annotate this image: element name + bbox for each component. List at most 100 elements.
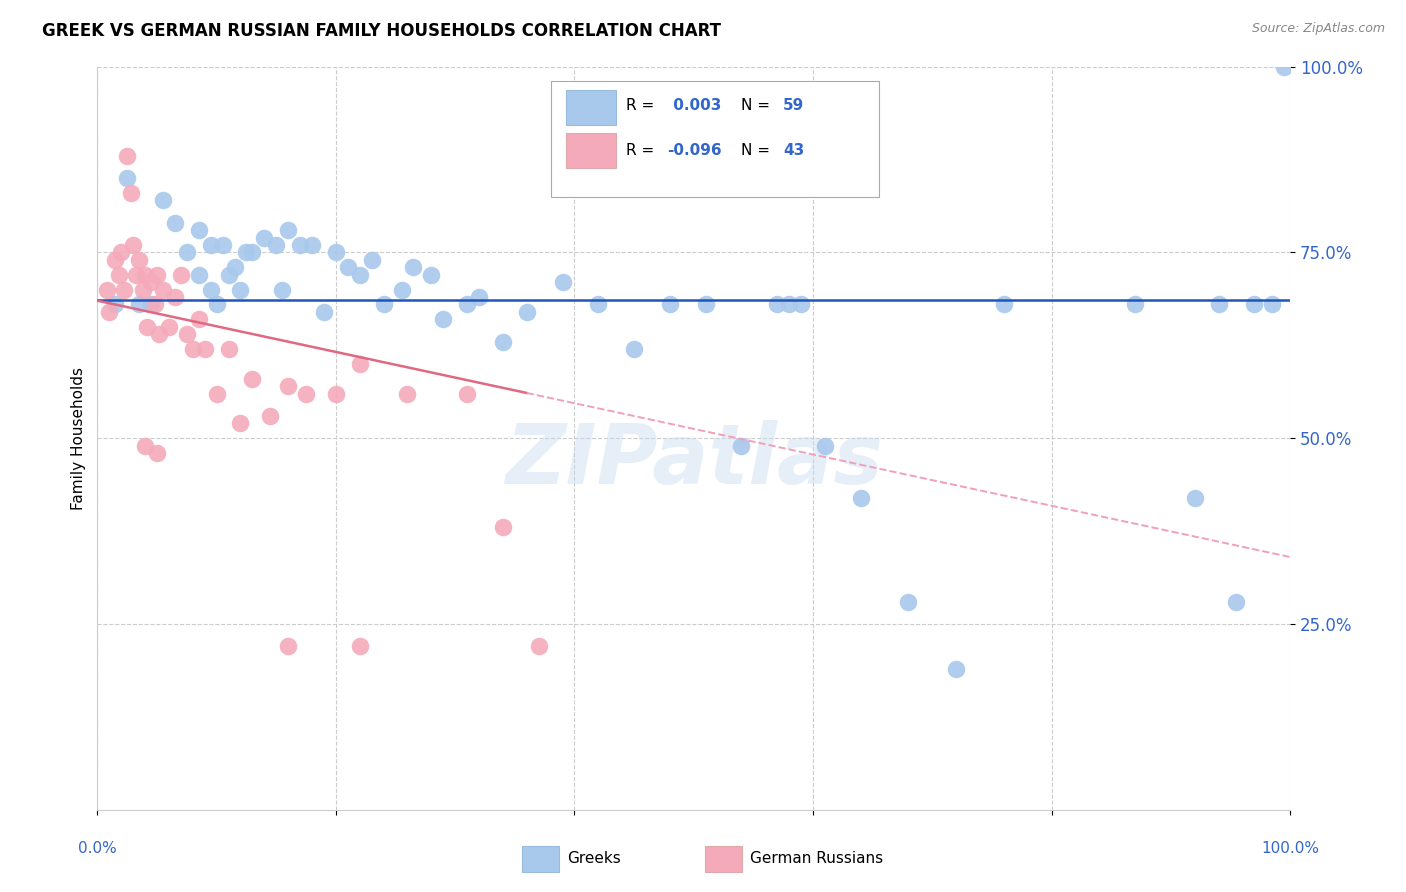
Point: [301, 238, 323, 252]
Point: [139, 275, 162, 289]
Point: [516, 305, 538, 319]
Text: N =: N =: [741, 143, 775, 158]
Point: [143, 297, 166, 311]
Point: [814, 439, 837, 453]
Point: [271, 283, 294, 297]
Point: [146, 446, 169, 460]
Text: ZIPatlas: ZIPatlas: [505, 420, 883, 501]
FancyBboxPatch shape: [567, 134, 616, 169]
Point: [527, 639, 550, 653]
Point: [163, 290, 186, 304]
Point: [420, 268, 443, 282]
Text: German Russians: German Russians: [749, 851, 883, 866]
Point: [259, 409, 281, 423]
Point: [235, 245, 257, 260]
Text: R =: R =: [626, 98, 659, 113]
Point: [148, 327, 170, 342]
Point: [849, 491, 872, 505]
Point: [104, 297, 127, 311]
Point: [134, 268, 156, 282]
Text: 0.003: 0.003: [668, 98, 721, 113]
Point: [945, 661, 967, 675]
Point: [176, 327, 198, 342]
Point: [205, 297, 228, 311]
Point: [242, 245, 264, 260]
Text: 59: 59: [783, 98, 804, 113]
Point: [200, 238, 222, 252]
FancyBboxPatch shape: [551, 81, 879, 196]
Y-axis label: Family Households: Family Households: [72, 367, 86, 509]
Point: [551, 275, 574, 289]
Point: [402, 260, 425, 275]
Point: [128, 297, 150, 311]
Point: [122, 238, 145, 252]
Point: [110, 245, 132, 260]
Point: [253, 230, 276, 244]
Point: [277, 639, 299, 653]
Point: [432, 312, 454, 326]
Point: [224, 260, 246, 275]
Point: [170, 268, 193, 282]
Point: [98, 305, 121, 319]
Point: [124, 268, 146, 282]
Point: [152, 194, 174, 208]
Point: [1261, 297, 1284, 311]
Text: 0.0%: 0.0%: [77, 841, 117, 856]
Point: [264, 238, 287, 252]
Point: [187, 268, 209, 282]
Point: [108, 268, 131, 282]
Point: [1272, 60, 1295, 74]
Point: [131, 283, 153, 297]
Point: [778, 297, 800, 311]
Point: [104, 252, 127, 267]
Point: [176, 245, 198, 260]
Point: [325, 245, 347, 260]
Point: [1123, 297, 1146, 311]
Text: N =: N =: [741, 98, 775, 113]
Point: [218, 342, 240, 356]
Point: [181, 342, 204, 356]
Point: [146, 268, 169, 282]
Text: Source: ZipAtlas.com: Source: ZipAtlas.com: [1251, 22, 1385, 36]
Point: [139, 297, 162, 311]
Point: [136, 319, 159, 334]
Point: [492, 334, 515, 349]
Point: [360, 252, 382, 267]
Point: [1208, 297, 1230, 311]
Point: [373, 297, 395, 311]
Point: [194, 342, 217, 356]
Point: [200, 283, 222, 297]
Point: [152, 283, 174, 297]
Point: [349, 268, 371, 282]
Text: R =: R =: [626, 143, 659, 158]
Point: [325, 386, 347, 401]
Text: 100.0%: 100.0%: [1261, 841, 1319, 856]
Point: [229, 417, 252, 431]
Point: [242, 372, 264, 386]
Point: [277, 379, 299, 393]
Point: [163, 216, 186, 230]
Point: [218, 268, 240, 282]
Point: [295, 386, 318, 401]
Point: [229, 283, 252, 297]
Point: [456, 386, 478, 401]
Point: [349, 639, 371, 653]
Point: [211, 238, 233, 252]
Point: [468, 290, 491, 304]
Point: [312, 305, 335, 319]
Point: [588, 297, 610, 311]
Point: [1243, 297, 1265, 311]
Point: [456, 297, 478, 311]
Point: [695, 297, 717, 311]
Point: [391, 283, 413, 297]
Point: [658, 297, 681, 311]
Point: [187, 312, 209, 326]
Point: [128, 252, 150, 267]
Point: [277, 223, 299, 237]
Text: -0.096: -0.096: [668, 143, 723, 158]
Point: [134, 439, 156, 453]
Point: [336, 260, 359, 275]
Point: [790, 297, 813, 311]
Point: [112, 283, 135, 297]
Point: [115, 149, 138, 163]
